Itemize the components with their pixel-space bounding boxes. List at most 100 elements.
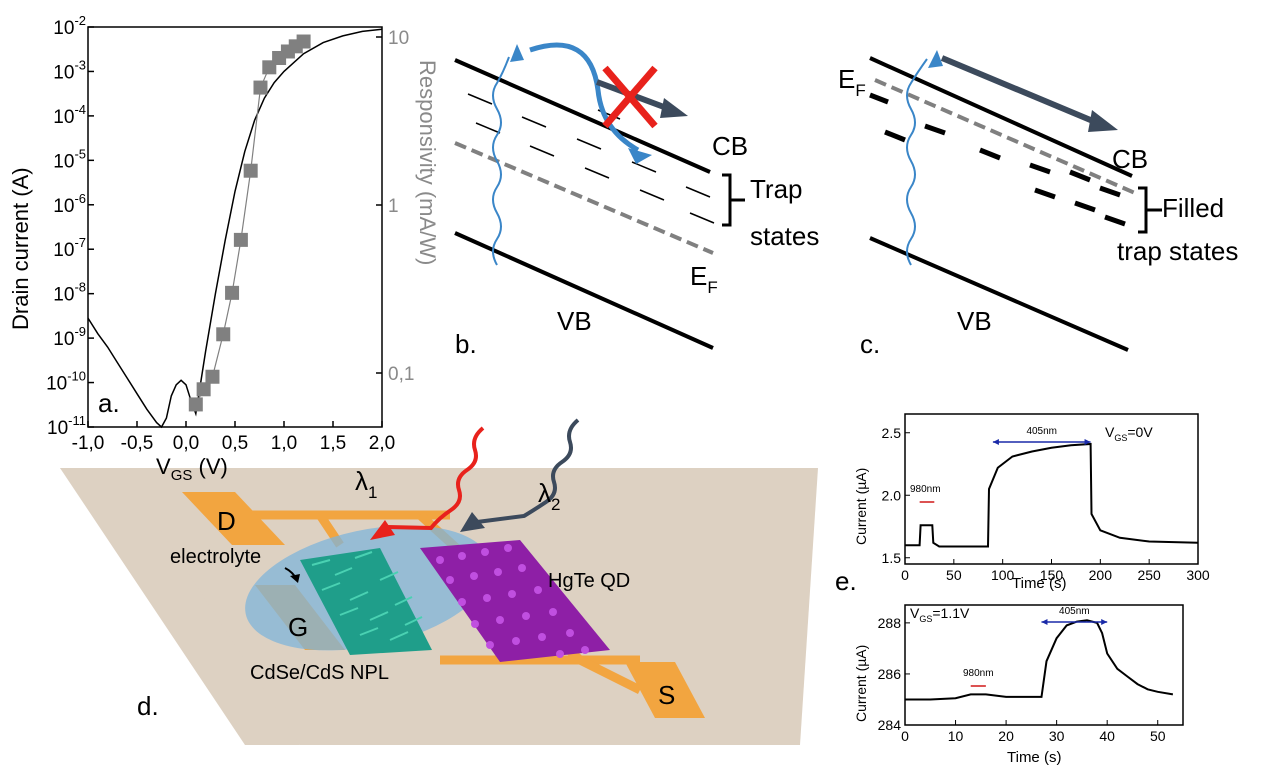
vb-line-c [869, 236, 1129, 352]
y2-tick-label: 0,1 [388, 364, 414, 385]
chart-e-top-marks: 980nm 405nm [905, 426, 1199, 548]
npl-texture [311, 551, 423, 641]
y-tick-label: 1.5 [882, 550, 902, 566]
chart-a-y2label: Responsivity (mA/W) [415, 60, 440, 265]
lambda2-wave [476, 418, 580, 524]
y-tick-label: 10-11 [47, 413, 86, 439]
chart-e-bottom: 0 10 20 30 40 50 284 286 288 980nm 405nm Current … [853, 604, 1184, 766]
cb-line-b [454, 58, 711, 174]
responsivity-point [216, 327, 231, 342]
y-tick-label: 10-10 [46, 369, 86, 395]
y-tick-label: 2.0 [882, 487, 902, 503]
npl-film [300, 548, 432, 655]
band-diagram-c: CB VB EF Filled trap states c. [838, 50, 1238, 359]
x-tick-label: 0,5 [222, 433, 248, 454]
chart-e-top-ticks: 0 50 100 150 200 250 300 1.5 2.0 2.5 [882, 425, 1210, 583]
qd-film [420, 540, 610, 662]
y-tick-label: 2.5 [882, 425, 902, 441]
trap-bracket-b [722, 173, 745, 227]
x-tick-label: 250 [1137, 567, 1161, 583]
trap-label-c-2: trap states [1117, 236, 1238, 266]
transfer-arrow-c [940, 55, 1102, 127]
trap-states-b [467, 93, 715, 224]
drain-current-curve [87, 28, 383, 429]
responsivity-point [188, 397, 203, 412]
cb-label-b: CB [712, 131, 748, 161]
trap-transfer-arrow-b [529, 42, 640, 153]
vb-label-b: VB [557, 306, 592, 336]
chart-a-frame [87, 26, 383, 428]
lambda1-arrowhead [370, 520, 395, 540]
current-trace [905, 619, 1174, 701]
x-tick-label: 1,0 [271, 433, 297, 454]
chart-e-top-ylabel: Current (µA) [853, 468, 869, 545]
chart-e-bottom-ticks: 0 10 20 30 40 50 284 286 288 [878, 615, 1166, 744]
qd-texture [436, 544, 589, 658]
chart-e-bottom-vgs: VGS=1.1V [910, 605, 970, 624]
blocked-arrowhead-b [660, 98, 688, 118]
responsivity-point [243, 163, 258, 178]
chart-e-bottom-frame [904, 604, 1184, 726]
vb-line-b [454, 231, 714, 350]
pulse-405-label: 405nm [1059, 606, 1090, 617]
lambda2-arrowhead [460, 512, 485, 532]
filled-trap-states-c [869, 92, 1126, 227]
x-tick-label: 40 [1099, 728, 1115, 744]
transfer-arrowhead-c [1088, 110, 1118, 132]
trap-label-c: Filled [1162, 193, 1224, 223]
x-tick-label: 300 [1186, 567, 1210, 583]
x-tick-label: 1,5 [320, 433, 346, 454]
y-tick-label: 10-3 [53, 57, 86, 83]
chart-e-top-vgs: VGS=0V [1105, 424, 1153, 443]
y-tick-label: 10-4 [53, 102, 86, 128]
panel-label-a: a. [98, 388, 120, 418]
photon-arrowhead-c [928, 50, 943, 68]
x-tick-label: -0,5 [121, 433, 154, 454]
responsivity-point [205, 369, 220, 384]
x-tick-label: -1,0 [72, 433, 105, 454]
lambda1-wave [387, 426, 485, 531]
responsivity-point [296, 34, 311, 49]
y2-tick-label: 10 [388, 28, 409, 49]
npl-label: CdSe/CdS NPL [250, 662, 389, 684]
device-panel: D G S electrolyte HgTe QD CdSe/CdS NPL λ… [60, 418, 818, 745]
y-tick-label: 10-6 [53, 191, 86, 217]
blocked-cross-icon [602, 65, 658, 129]
chart-e-top: 0 50 100 150 200 250 300 1.5 2.0 2.5 980nm 405nm C… [835, 413, 1210, 596]
y-tick-label: 10-5 [53, 146, 86, 172]
x-tick-label: 0 [901, 567, 909, 583]
lambda2-label: λ2 [538, 478, 560, 514]
trap-transfer-arrowhead-b [628, 148, 652, 164]
x-tick-label: 0,0 [173, 433, 199, 454]
electrode-d-label: D [217, 506, 236, 536]
current-trace [905, 442, 1199, 548]
responsivity-point [253, 80, 268, 95]
chart-a-ticks: -1,0 -0,5 0,0 0,5 1,0 1,5 2,0 10-2 10-3 10-4 10-5 1… [46, 13, 414, 454]
x-tick-label: 50 [1150, 728, 1166, 744]
lambda1-label: λ1 [355, 466, 377, 502]
photon-wave-c [906, 58, 928, 266]
y-tick-label: 10-9 [53, 324, 86, 350]
vb-label-c: VB [957, 306, 992, 336]
y-tick-label: 10-2 [53, 13, 86, 39]
substrate-left [60, 468, 300, 745]
y-tick-label: 10-7 [53, 235, 86, 261]
pulse-405-label: 405nm [1026, 426, 1057, 437]
trap-label-b: Trap [750, 174, 803, 204]
ef-label-b: EF [690, 261, 718, 297]
y-tick-label: 10-8 [53, 280, 86, 306]
responsivity-line [195, 40, 304, 405]
y-tick-label: 284 [878, 717, 902, 733]
electrode-d-pad [182, 492, 285, 545]
band-diagram-b: CB VB EF Trap states b. [454, 42, 819, 359]
y-tick-label: 286 [878, 666, 902, 682]
electrolyte-pointer-head [290, 574, 300, 583]
responsivity-point [196, 382, 211, 397]
cb-label-c: CB [1112, 144, 1148, 174]
y2-tick-label: 1 [388, 196, 399, 217]
ef-line-c [874, 78, 1136, 195]
chart-a: -1,0 -0,5 0,0 0,5 1,0 1,5 2,0 10-2 10-3 10-4 10-5 1… [8, 13, 440, 484]
x-tick-label: 200 [1089, 567, 1113, 583]
responsivity-point [225, 285, 240, 300]
pulse-405-arrowhead-left [992, 439, 999, 445]
